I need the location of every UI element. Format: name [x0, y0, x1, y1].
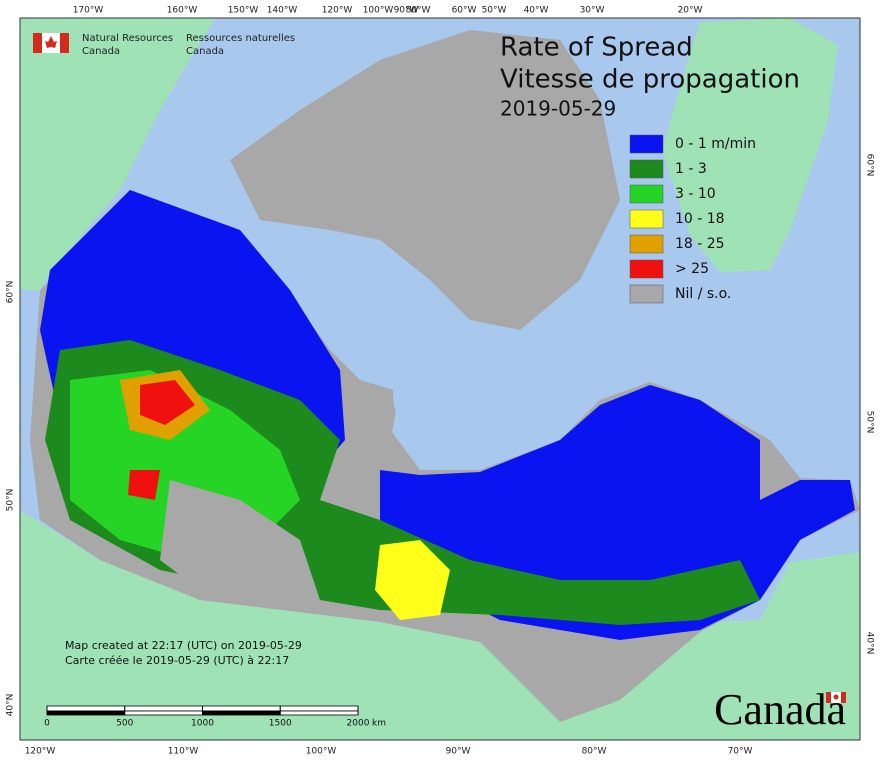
- legend-swatch: [629, 209, 664, 229]
- graticule-label-right: 40°N: [865, 632, 875, 655]
- graticule-label-left: 40°N: [6, 694, 16, 717]
- map-date: 2019-05-29: [500, 97, 616, 121]
- graticule-label-top: 30°W: [580, 6, 605, 16]
- legend-label: > 25: [675, 261, 709, 277]
- graticule-label-top: 60°W: [452, 6, 477, 16]
- scale-segment: [279, 705, 359, 712]
- scale-segment: [202, 705, 281, 712]
- legend-swatch: [629, 159, 664, 179]
- scale-tick-label: 2000: [347, 719, 370, 729]
- greenland: [662, 18, 838, 272]
- created-en: Map created at 22:17 (UTC) on 2019-05-29: [65, 639, 302, 652]
- arctic-islands: [230, 30, 620, 330]
- graticule-label-bottom: 70°W: [728, 747, 753, 757]
- title-fr: Vitesse de propagation: [500, 65, 800, 95]
- graticule-label-top: 140°W: [267, 6, 298, 16]
- legend-label: 3 - 10: [675, 186, 716, 202]
- country-en: Canada: [82, 46, 120, 57]
- legend-label: 0 - 1 m/min: [675, 136, 756, 152]
- legend-swatch: [629, 184, 664, 204]
- title-en: Rate of Spread: [500, 33, 693, 63]
- extreme-spread: [140, 380, 195, 425]
- country-fr: Canada: [186, 46, 224, 57]
- legend-label: 1 - 3: [675, 161, 707, 177]
- graticule-label-top: 170°W: [73, 6, 104, 16]
- graticule-label-top: 90°W: [394, 6, 419, 16]
- map-frame: [19, 17, 861, 741]
- graticule-label-bottom: 120°W: [25, 747, 56, 757]
- prairie-nodata: [160, 480, 320, 600]
- scale-segment: [124, 710, 203, 716]
- graticule-label-top: 150°W: [228, 6, 259, 16]
- graticule-label-bottom: 80°W: [582, 747, 607, 757]
- legend-label: 10 - 18: [675, 211, 725, 227]
- legend-swatch: [629, 234, 664, 254]
- graticule-label-bottom: 110°W: [168, 747, 199, 757]
- graticule-label-top: 20°W: [678, 6, 703, 16]
- hudson-bay: [393, 337, 517, 453]
- legend-swatch: [629, 259, 664, 279]
- agency-en: Natural Resources: [82, 33, 173, 44]
- graticule-label-right: 60°N: [865, 154, 875, 177]
- united-states: [20, 510, 860, 740]
- scale-segment: [202, 710, 281, 716]
- scale-segment: [46, 710, 126, 716]
- legend-label: Nil / s.o.: [675, 286, 731, 302]
- scale-tick-label: 0: [44, 719, 50, 729]
- graticule-label-top: 80°W: [406, 6, 431, 16]
- graticule-label-top: 40°W: [524, 6, 549, 16]
- legend-label: 18 - 25: [675, 236, 725, 252]
- scale-segment: [46, 705, 126, 712]
- extreme-spread-2: [128, 470, 160, 500]
- scale-unit: km: [372, 719, 386, 729]
- graticule-label-bottom: 90°W: [446, 747, 471, 757]
- graticule-label-top: 50°W: [482, 6, 507, 16]
- wordmark-flag: [826, 692, 846, 703]
- scale-tick-label: 1500: [269, 719, 292, 729]
- canada-flag: [33, 33, 69, 53]
- graticule-label-top: 100°W: [363, 6, 394, 16]
- scale-tick-label: 500: [116, 719, 133, 729]
- graticule-label-bottom: 100°W: [306, 747, 337, 757]
- graticule-label-left: 50°N: [6, 489, 16, 512]
- legend-swatch: [629, 134, 664, 154]
- graticule-label-top: 120°W: [322, 6, 353, 16]
- scale-tick-label: 1000: [191, 719, 214, 729]
- scale-segment: [279, 710, 359, 716]
- graticule-label-right: 50°N: [865, 411, 875, 434]
- legend-swatch: [629, 284, 664, 304]
- graticule-label-top: 160°W: [167, 6, 198, 16]
- scale-segment: [124, 705, 203, 712]
- graticule-label-left: 60°N: [6, 281, 16, 304]
- created-fr: Carte créée le 2019-05-29 (UTC) à 22:17: [65, 654, 289, 667]
- agency-fr: Ressources naturelles: [186, 33, 295, 44]
- high-spread: [375, 540, 450, 620]
- alaska: [20, 18, 215, 290]
- wordmark: Canada: [714, 685, 846, 734]
